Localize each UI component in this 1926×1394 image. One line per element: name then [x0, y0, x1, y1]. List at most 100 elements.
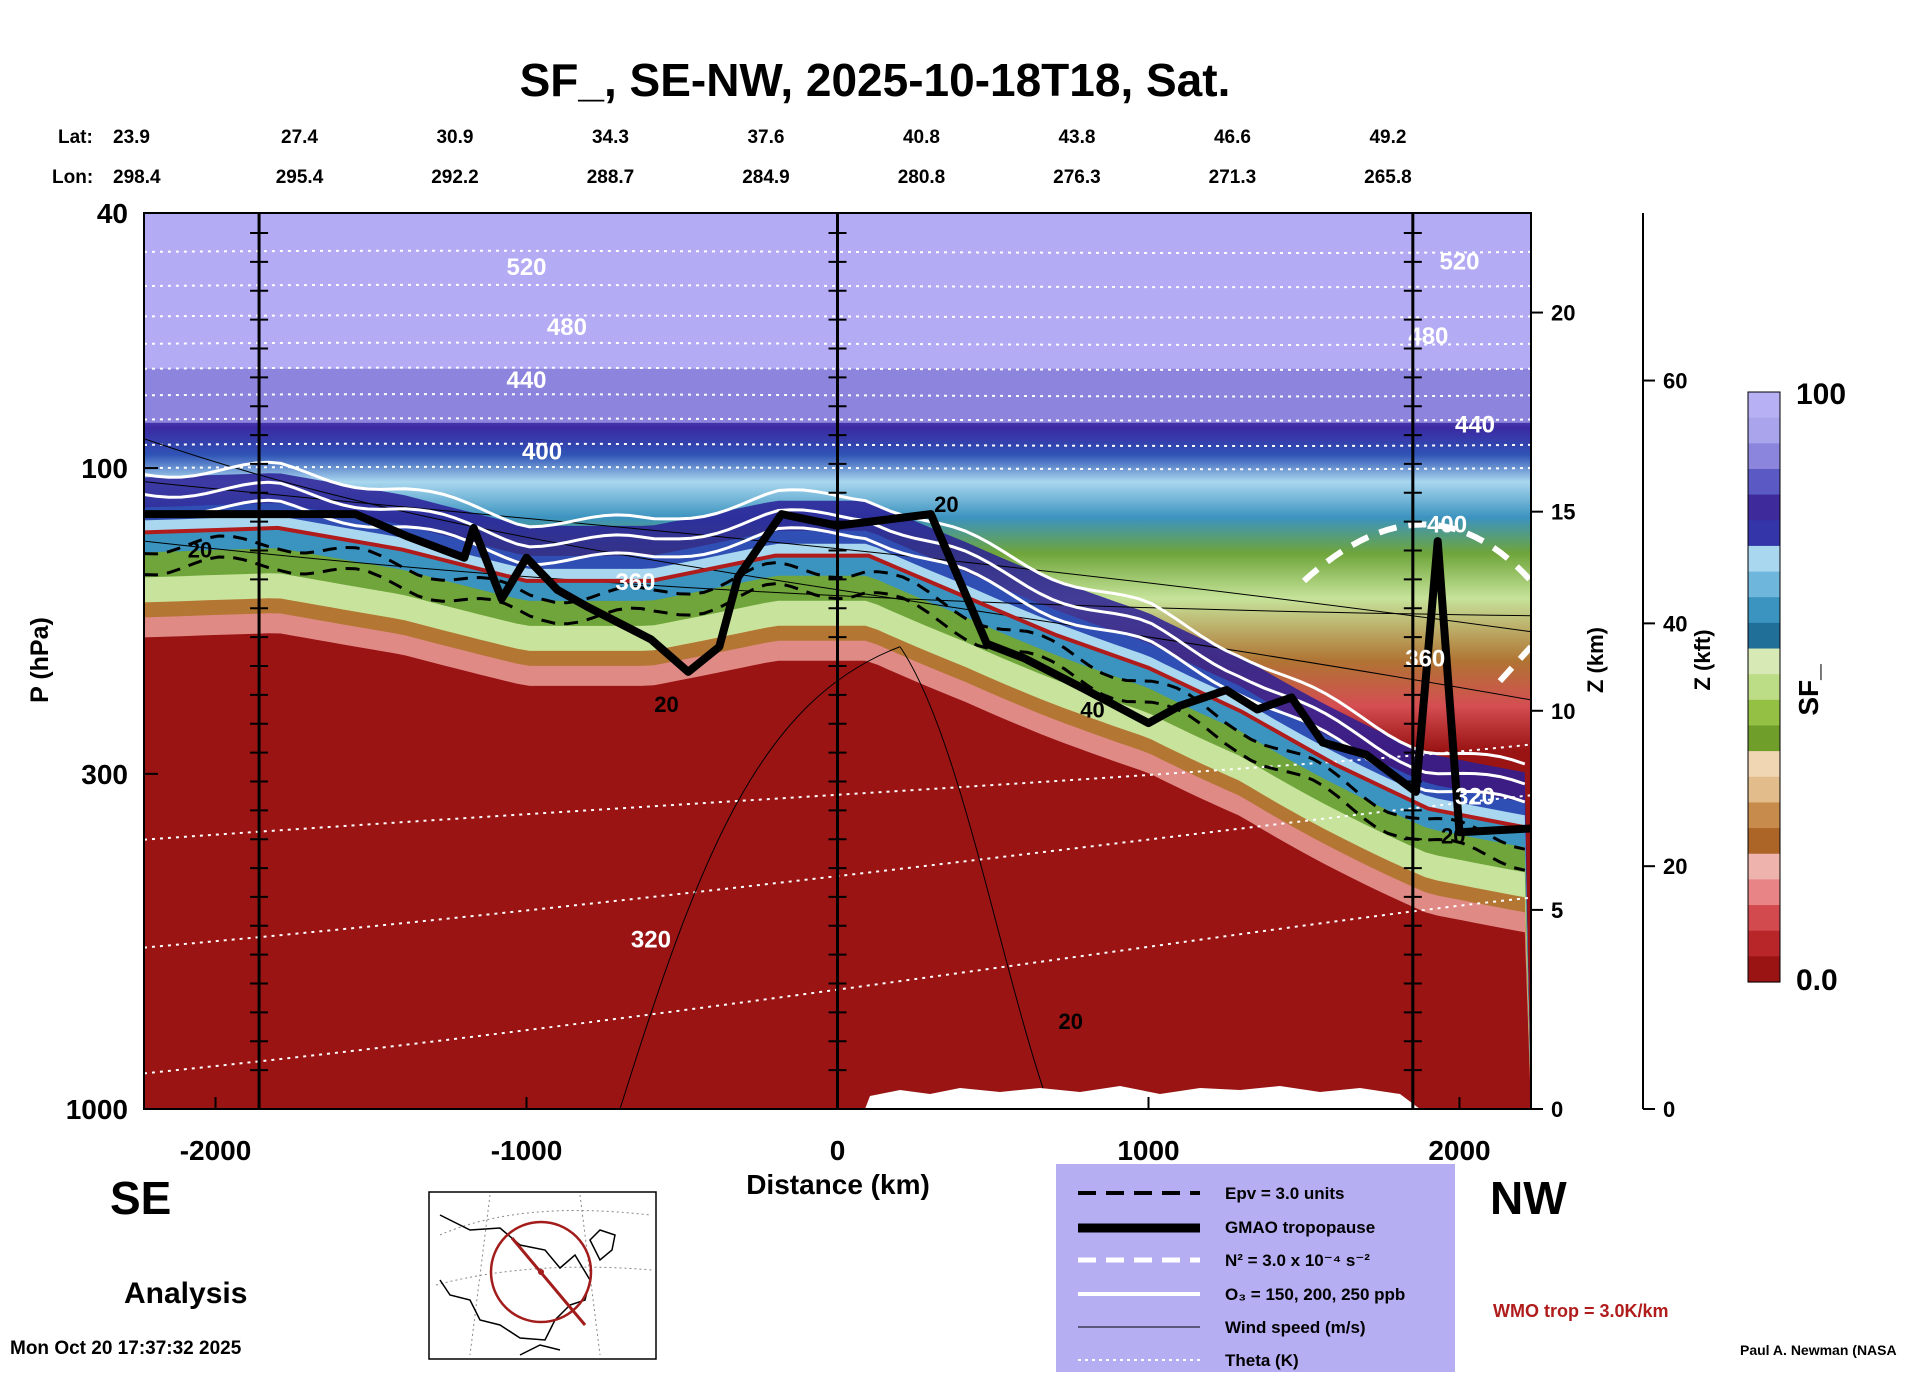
- section-line: [510, 1237, 587, 1326]
- colorbar-frame: [1747, 391, 1781, 983]
- theta-label: 520: [1439, 248, 1479, 275]
- section-center: [538, 1269, 544, 1275]
- colorbar-step: [1748, 956, 1780, 983]
- region-right: NW: [1490, 1172, 1567, 1224]
- inset-map: [428, 1191, 657, 1360]
- theta-label: 320: [631, 927, 671, 954]
- legend: Epv = 3.0 units GMAO tropopause N² = 3.0…: [1056, 1164, 1455, 1372]
- legend-label-epv: Epv = 3.0 units: [1225, 1184, 1345, 1203]
- legend-box: [1056, 1164, 1455, 1372]
- y-axis-ticks: 40 100 300 1000: [66, 198, 158, 1125]
- station-lon: 284.9: [742, 167, 790, 188]
- colorbar-step: [1748, 392, 1780, 419]
- wind-labels: 20 20 20 40 20 20: [188, 492, 1466, 1034]
- gmao-tropopause-line: [144, 510, 1531, 837]
- station-lon: 265.8: [1364, 167, 1412, 188]
- z-km-tick-label: 15: [1551, 500, 1575, 525]
- wind-line: [619, 646, 901, 1109]
- station-lat: 30.9: [436, 127, 473, 148]
- o3-line: [144, 498, 1526, 804]
- colorbar-step: [1748, 751, 1780, 778]
- wind-label: 20: [1441, 823, 1465, 848]
- z-km-tick-label: 20: [1551, 301, 1575, 326]
- x-axis-label: Distance (km): [746, 1169, 930, 1200]
- z-kft-axis: 0 20 40 60: [1642, 213, 1687, 1122]
- analysis-label: Analysis: [124, 1277, 247, 1310]
- legend-label-n2: N² = 3.0 x 10⁻⁴ s⁻²: [1225, 1251, 1370, 1270]
- legend-label-tropopause: GMAO tropopause: [1225, 1218, 1375, 1237]
- station-lon: 292.2: [431, 167, 479, 188]
- station-lon: 276.3: [1053, 167, 1101, 188]
- z-kft-tick-label: 0: [1663, 1097, 1675, 1122]
- station-labels: 23.9 298.4 27.4 295.4 30.9 292.2 34.3 288.7 37.6…: [113, 127, 1412, 188]
- epv-line: [144, 534, 1526, 851]
- colorbar-step: [1748, 545, 1780, 573]
- wind-line: [144, 481, 1531, 633]
- legend-label-theta: Theta (K): [1225, 1351, 1299, 1370]
- z-km-tick-label: 10: [1551, 699, 1575, 724]
- colorbar-step: [1748, 853, 1780, 880]
- x-tick-label: -2000: [180, 1135, 252, 1166]
- theta-label: 440: [1455, 411, 1495, 438]
- colorbar-label: SF_: [1793, 664, 1824, 716]
- theta-label: 400: [1427, 511, 1467, 538]
- z-km-tick-label: 0: [1551, 1097, 1563, 1122]
- timestamp: Mon Oct 20 17:37:32 2025: [10, 1338, 242, 1359]
- theta-label: 360: [615, 569, 655, 596]
- station-lon: 298.4: [113, 167, 161, 188]
- y-tick-label: 300: [81, 759, 128, 790]
- colorbar-step: [1748, 802, 1780, 829]
- theta-lines: [144, 249, 1531, 1075]
- station-lon: 288.7: [587, 167, 635, 188]
- colorbar-step: [1748, 879, 1780, 906]
- z-kft-tick-label: 60: [1663, 369, 1687, 394]
- z-kft-label: Z (kft): [1690, 629, 1715, 690]
- z-km-tick-label: 5: [1551, 898, 1563, 923]
- x-tick-label: -1000: [491, 1135, 563, 1166]
- theta-line: [144, 896, 1531, 1075]
- theta-label: 360: [1405, 646, 1445, 673]
- station-lat: 23.9: [113, 127, 150, 148]
- colorbar-step: [1748, 828, 1780, 855]
- station-lat: 34.3: [592, 127, 629, 148]
- colorbar-step: [1748, 674, 1780, 701]
- no-data-strip: [865, 1086, 1420, 1109]
- colorbar-step: [1748, 520, 1780, 547]
- colorbar-step: [1748, 468, 1780, 496]
- wmo-tropopause-line: [144, 525, 1531, 831]
- colorbar-step: [1748, 622, 1780, 650]
- station-lat: 46.6: [1214, 127, 1251, 148]
- station-lat: 40.8: [903, 127, 940, 148]
- theta-label: 320: [1455, 784, 1495, 811]
- colorbar-step: [1748, 443, 1780, 470]
- legend-label-wind: Wind speed (m/s): [1225, 1318, 1366, 1337]
- station-lon: 295.4: [276, 167, 324, 188]
- x-tick-label: 1000: [1117, 1135, 1179, 1166]
- colorbar-step: [1748, 648, 1780, 675]
- station-lat: 27.4: [281, 127, 318, 148]
- wind-label: 20: [934, 492, 958, 517]
- colorbar-step: [1748, 776, 1780, 804]
- colorbar-min-label: 0.0: [1796, 964, 1838, 997]
- lon-label: Lon:: [52, 167, 93, 188]
- theta-label: 480: [547, 314, 587, 341]
- section-circle: [489, 1220, 593, 1324]
- chart-title: SF_, SE-NW, 2025-10-18T18, Sat.: [520, 54, 1231, 106]
- region-left: SE: [110, 1172, 171, 1224]
- wind-label: 40: [1080, 697, 1104, 722]
- legend-label-o3: O₃ = 150, 200, 250 ppb: [1225, 1285, 1405, 1304]
- wind-label: 20: [654, 692, 678, 717]
- colorbar-step: [1748, 930, 1780, 957]
- x-axis-ticks: -2000 -1000 0 1000 2000: [180, 1097, 1491, 1166]
- colorbar-step: [1748, 597, 1780, 624]
- o3-line: [144, 460, 1526, 766]
- colorbar-step: [1748, 571, 1780, 598]
- colorbar-step: [1748, 494, 1780, 521]
- y-axis-label: P (hPa): [26, 617, 54, 703]
- colorbar-max-label: 100: [1796, 378, 1846, 411]
- theta-label: 440: [506, 367, 546, 394]
- wind-line: [144, 438, 1531, 701]
- z-kft-tick-label: 40: [1663, 611, 1687, 636]
- theta-label: 520: [506, 254, 546, 281]
